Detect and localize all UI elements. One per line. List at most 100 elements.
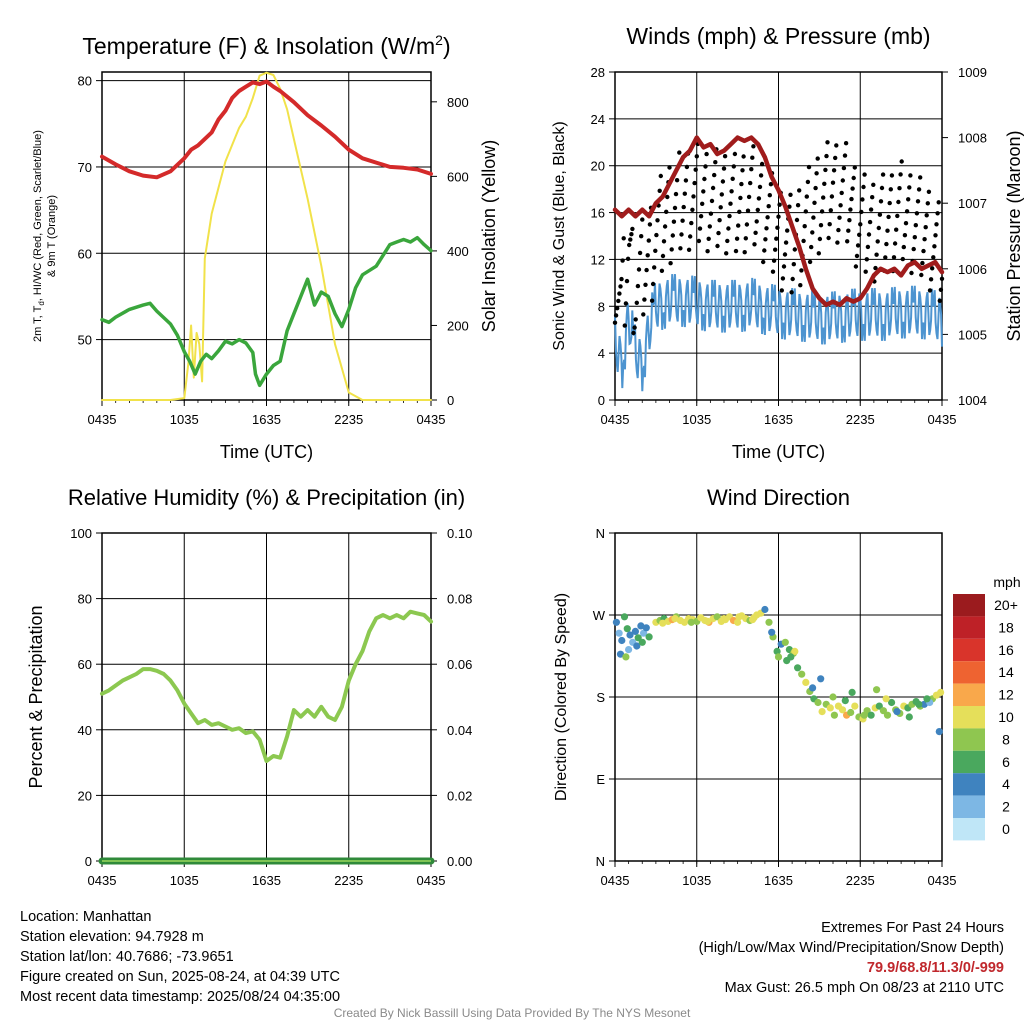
created-text: Figure created on Sun, 2025-08-24, at 04… <box>20 969 340 985</box>
gust-point <box>740 168 745 173</box>
credit-text: Created By Nick Bassill Using Data Provi… <box>333 1006 691 1020</box>
direction-point <box>791 647 799 656</box>
temp-panel-xlabel: Time (UTC) <box>220 442 313 462</box>
direction-point <box>873 686 881 694</box>
gust-point <box>912 235 917 240</box>
rh-panel-xtick-label: 1035 <box>170 873 199 888</box>
gust-point <box>838 203 843 208</box>
gust-point <box>788 192 793 197</box>
gust-point <box>790 276 795 282</box>
wind-panel-ytick-label: 8 <box>598 299 605 314</box>
gust-point <box>641 312 646 317</box>
wind-panel-xlabel: Time (UTC) <box>732 442 825 462</box>
gust-point <box>649 298 655 303</box>
gust-point <box>878 199 884 204</box>
gust-point <box>634 300 639 305</box>
gust-point <box>693 167 698 172</box>
temp-panel-xtick-label: 0435 <box>417 412 446 427</box>
gust-point <box>721 166 727 171</box>
gust-point <box>613 313 619 318</box>
temp-panel-ytick-label: 70 <box>78 160 92 175</box>
gust-point <box>883 255 888 260</box>
direction-point <box>626 631 634 639</box>
extremes-title: Extremes For Past 24 Hours <box>821 920 1004 936</box>
wind-panel-xtick-label: 0435 <box>928 412 957 427</box>
gust-point <box>662 224 668 229</box>
direction-point <box>637 622 645 630</box>
dir-panel-xtick-label: 2235 <box>846 873 875 888</box>
dir-panel-ytick-label: S <box>596 690 605 705</box>
gust-point <box>829 194 835 199</box>
gust-point <box>939 276 945 281</box>
wind-panel-ytick-label: 16 <box>591 206 605 221</box>
gust-point <box>922 237 927 242</box>
pressure-line <box>612 135 945 308</box>
direction-point <box>826 704 834 712</box>
gust-point <box>627 242 632 248</box>
gust-point <box>935 211 940 216</box>
temp-panel-xtick-label: 1635 <box>252 412 281 427</box>
gust-point <box>745 208 751 213</box>
gust-point <box>758 173 764 178</box>
gust-point <box>849 196 854 202</box>
dir-panel-xtick-label: 0435 <box>601 873 630 888</box>
gust-point <box>863 269 868 274</box>
direction-point <box>735 613 743 621</box>
gust-point <box>620 258 625 263</box>
gust-point <box>642 297 647 302</box>
gust-point <box>853 264 859 269</box>
gust-point <box>765 215 770 220</box>
gust-point <box>806 164 812 170</box>
colorbar-swatch <box>953 706 985 729</box>
dir-panel-xtick-label: 1635 <box>764 873 793 888</box>
sonic-wind-line <box>614 274 943 392</box>
direction-point <box>847 708 855 717</box>
direction-point <box>761 605 769 614</box>
gust-point <box>937 298 942 303</box>
dewpoint-line <box>100 235 433 388</box>
direction-point <box>720 615 728 623</box>
colorbar-label: 0 <box>1002 821 1010 837</box>
gust-point <box>919 272 924 278</box>
gust-point <box>690 207 695 212</box>
wind-panel-ytick-right-label: 1009 <box>958 65 987 80</box>
gust-point <box>821 195 826 200</box>
direction-point <box>893 708 901 716</box>
wind-panel-ytick-right-label: 1004 <box>958 393 987 408</box>
gust-point <box>705 249 710 254</box>
gust-point <box>612 320 618 325</box>
extremes-values: 79.9/68.8/11.3/0/-999 <box>866 960 1004 976</box>
gust-point <box>900 256 905 262</box>
direction-point <box>935 728 943 736</box>
gust-point <box>867 219 873 225</box>
gust-point <box>938 287 944 292</box>
colorbar-swatch <box>953 683 985 706</box>
direction-point <box>774 653 783 661</box>
gust-point <box>750 155 755 160</box>
gust-point <box>884 241 889 247</box>
direction-point <box>781 638 789 646</box>
colorbar-swatch <box>953 773 985 796</box>
gust-point <box>734 236 740 241</box>
gust-point <box>918 175 923 180</box>
colorbar-swatch <box>953 661 985 684</box>
direction-point <box>923 695 931 703</box>
direction-point <box>671 615 679 623</box>
gust-point <box>782 252 788 257</box>
gust-point <box>859 209 864 215</box>
gust-point <box>877 212 883 217</box>
gust-point <box>724 251 729 256</box>
direction-point <box>937 688 945 697</box>
gust-point <box>794 217 800 223</box>
gust-point <box>770 269 776 274</box>
direction-point <box>612 618 621 626</box>
direction-point <box>882 695 890 703</box>
direction-point <box>860 711 868 719</box>
gust-point <box>798 283 803 288</box>
gust-point <box>870 195 875 200</box>
gust-point <box>801 238 806 244</box>
gust-point <box>635 283 641 289</box>
direction-point <box>749 616 757 624</box>
gust-point <box>744 222 750 227</box>
gust-point <box>763 237 768 242</box>
